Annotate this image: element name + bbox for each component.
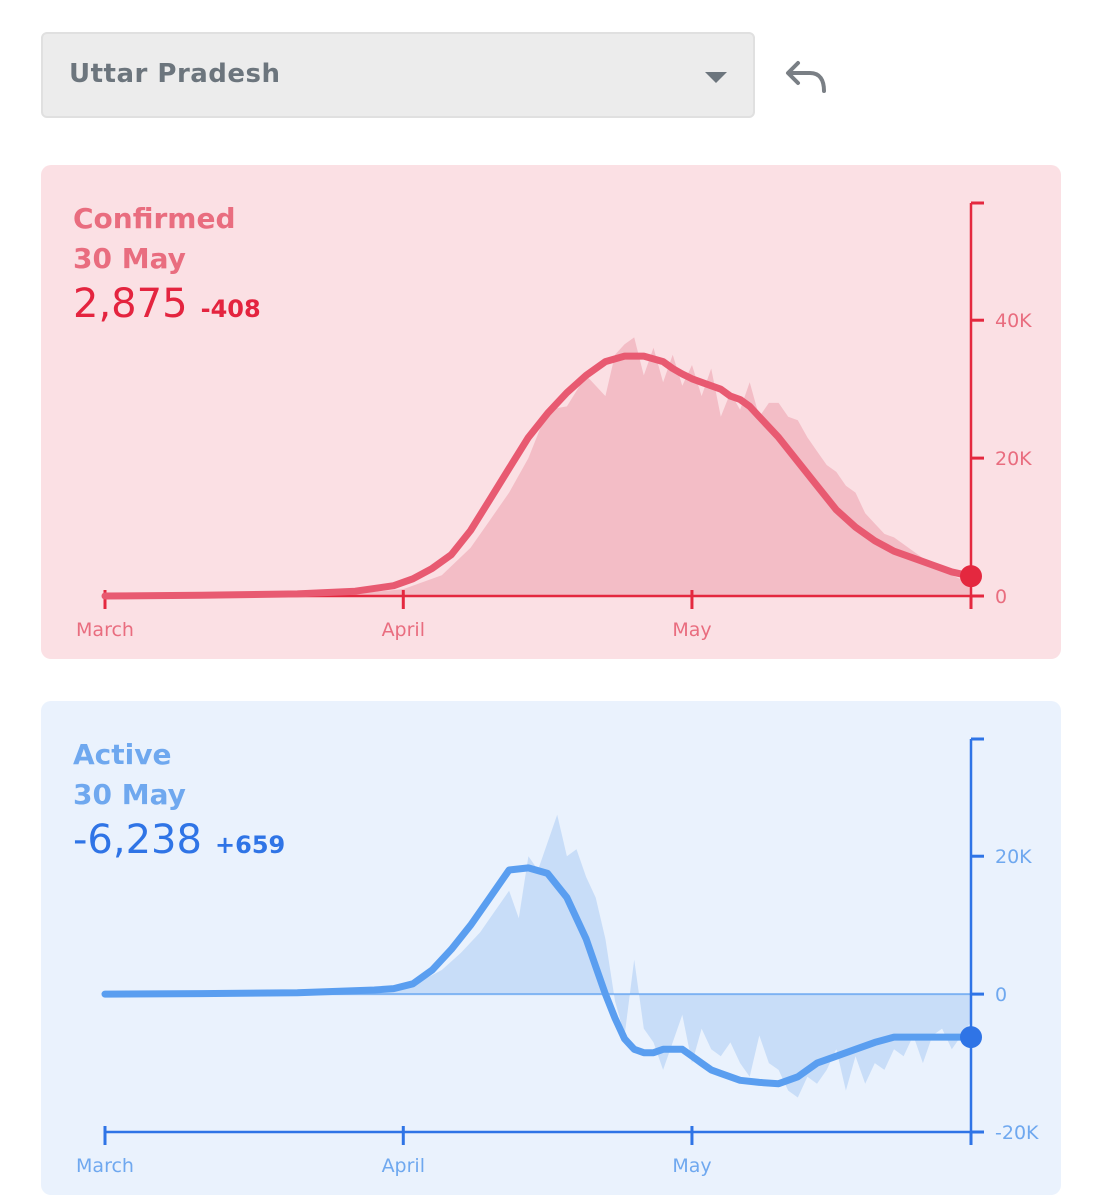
state-select-value: Uttar Pradesh xyxy=(69,59,281,89)
confirmed-avg-line xyxy=(101,352,975,600)
active-x-label-may: May xyxy=(672,1155,711,1177)
confirmed-card[interactable]: March April May 0 20K 40K Confirmed 30 May 2,… xyxy=(41,165,1061,659)
confirmed-delta: -408 xyxy=(200,295,261,323)
active-x-label-april: April xyxy=(382,1155,425,1177)
confirmed-date: 30 May xyxy=(73,242,186,275)
active-x-label-march: March xyxy=(76,1155,134,1177)
active-title: Active xyxy=(73,738,172,771)
confirmed-title: Confirmed xyxy=(73,202,236,235)
chevron-down-icon xyxy=(705,72,727,83)
state-select[interactable]: Uttar Pradesh xyxy=(41,32,755,118)
active-y-label-0: -20K xyxy=(995,1122,1039,1144)
active-y-label-2: 20K xyxy=(995,846,1032,868)
confirmed-y-label-0: 0 xyxy=(995,586,1007,608)
active-avg-line xyxy=(101,864,975,1088)
confirmed-stats: Confirmed 30 May 2,875 -408 xyxy=(73,199,261,327)
active-daily-area xyxy=(105,814,971,1098)
confirmed-y-label-2: 40K xyxy=(995,310,1032,332)
confirmed-chart: March April May 0 20K 40K xyxy=(76,201,1032,641)
active-card[interactable]: March April May -20K 0 20K Active 30 May -6,2… xyxy=(41,701,1061,1195)
confirmed-x-label-may: May xyxy=(672,619,711,641)
active-current-marker xyxy=(960,1026,982,1049)
confirmed-x-label-april: April xyxy=(382,619,425,641)
undo-arrow-icon[interactable] xyxy=(784,55,830,101)
active-y-label-1: 0 xyxy=(995,984,1007,1006)
active-value: -6,238 xyxy=(73,817,202,863)
active-chart: March April May -20K 0 20K xyxy=(76,737,1039,1177)
confirmed-value: 2,875 xyxy=(73,281,188,327)
confirmed-daily-area xyxy=(105,337,971,596)
active-stats: Active 30 May -6,238 +659 xyxy=(73,735,285,863)
active-delta: +659 xyxy=(215,831,286,859)
confirmed-y-label-1: 20K xyxy=(995,448,1032,470)
active-date: 30 May xyxy=(73,778,186,811)
confirmed-x-label-march: March xyxy=(76,619,134,641)
confirmed-current-marker xyxy=(960,565,982,588)
